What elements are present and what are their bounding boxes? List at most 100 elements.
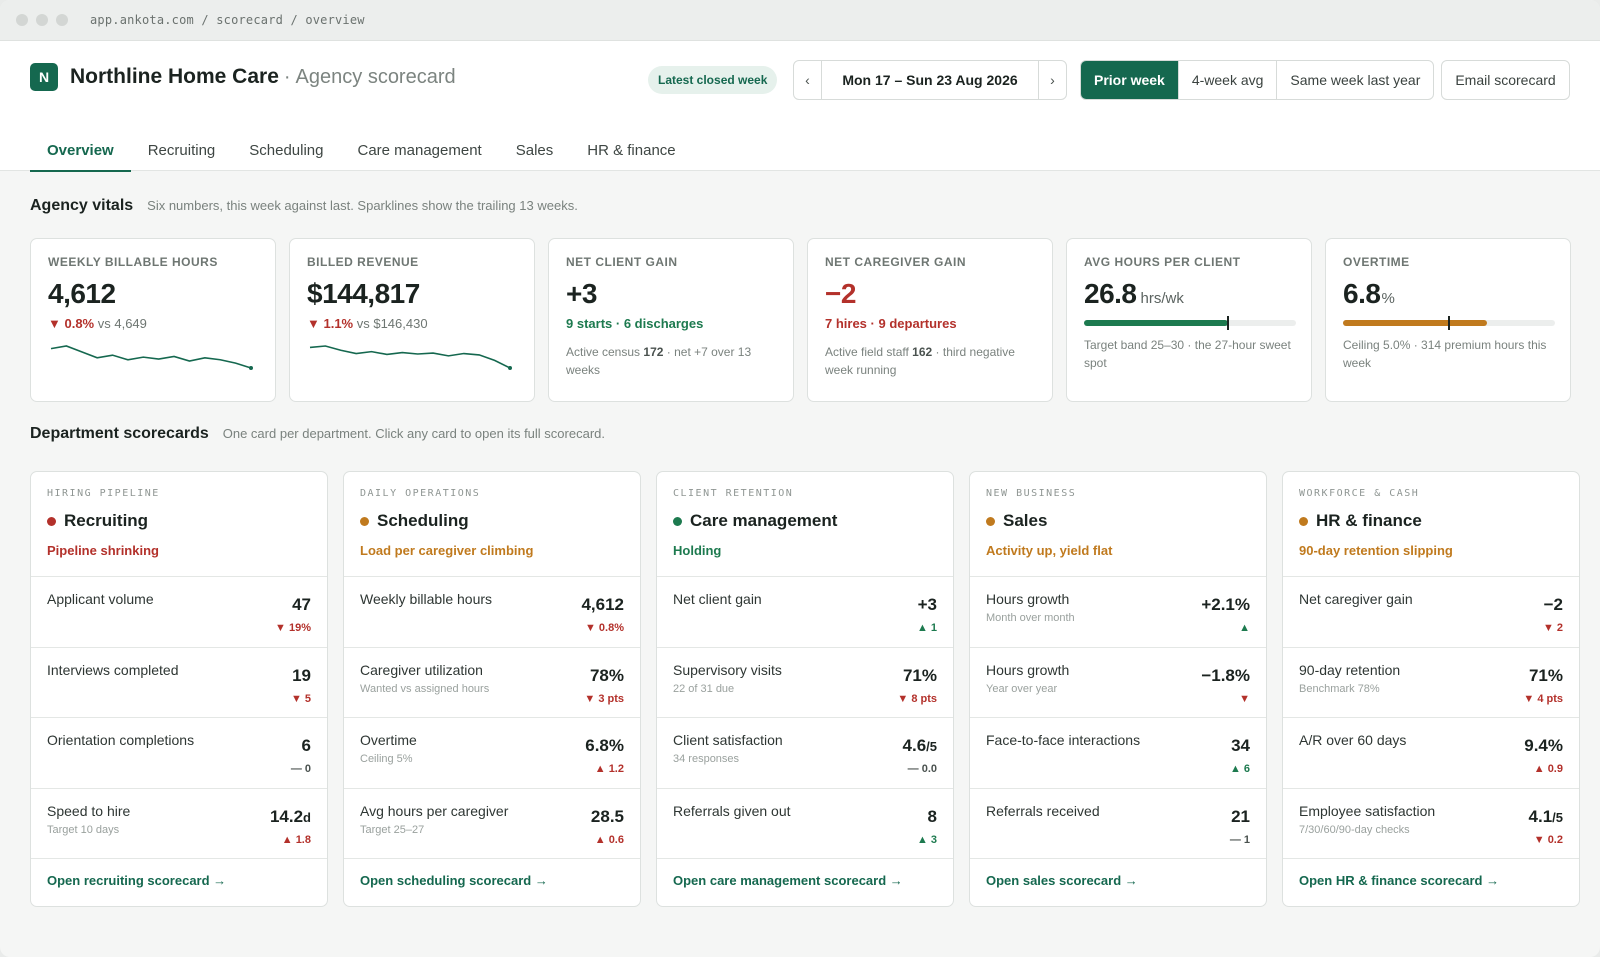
metric-delta: ▼ 8 pts bbox=[897, 692, 937, 705]
metric-value: +2.1% bbox=[1201, 595, 1250, 615]
metric-delta: ▲ bbox=[1239, 622, 1250, 634]
window-maximize-dot[interactable] bbox=[56, 14, 68, 26]
metric-row: Hours growth Year over year −1.8% ▼ bbox=[970, 648, 1266, 718]
metric-delta: — 0 bbox=[290, 763, 311, 775]
metric-label: Caregiver utilization bbox=[360, 661, 483, 678]
metric-sublabel: 7/30/60/90-day checks bbox=[1299, 823, 1410, 836]
vital-note: Active census 172 · net +7 over 13 weeks bbox=[566, 343, 776, 379]
metric-figures: 21 — 1 bbox=[1230, 803, 1250, 859]
window-close-dot[interactable] bbox=[16, 14, 28, 26]
tab-hr-finance[interactable]: HR & finance bbox=[587, 141, 676, 159]
vital-billed-revenue[interactable]: BILLED REVENUE $144,817 ▼ 1.1% vs $146,4… bbox=[289, 238, 535, 402]
tab-sales[interactable]: Sales bbox=[515, 141, 554, 159]
overtime-progress-bar bbox=[1343, 316, 1555, 330]
metric-delta: — 0.0 bbox=[907, 763, 937, 775]
window-minimize-dot[interactable] bbox=[36, 14, 48, 26]
value-number: 21 bbox=[1231, 806, 1250, 826]
open-scorecard-link[interactable]: Open scheduling scorecard → bbox=[360, 873, 548, 888]
dept-title: Care management bbox=[673, 511, 937, 531]
vital-value: −2 bbox=[825, 278, 856, 309]
metric-delta: ▼ 5 bbox=[290, 692, 311, 705]
value-suffix: /5 bbox=[1552, 809, 1563, 825]
value-number: 26.8 bbox=[1084, 278, 1137, 309]
open-scorecard-link[interactable]: Open sales scorecard → bbox=[986, 873, 1138, 888]
vital-overtime[interactable]: OVERTIME 6.8% Ceiling 5.0% · 314 premium… bbox=[1325, 238, 1571, 402]
sparkline-endpoint bbox=[249, 366, 253, 370]
metric-info: Weekly billable hours bbox=[360, 591, 492, 647]
metric-figures: −2 ▼ 2 bbox=[1543, 591, 1563, 647]
tab-scheduling[interactable]: Scheduling bbox=[249, 141, 324, 159]
metric-row: Employee satisfaction 7/30/60/90-day chec… bbox=[1283, 789, 1579, 859]
metric-delta: ▼ 4 pts bbox=[1523, 692, 1563, 705]
note-text: · third negative week running bbox=[825, 345, 1015, 377]
value-number: 71% bbox=[1528, 665, 1563, 685]
tab-overview[interactable]: Overview bbox=[30, 129, 131, 172]
metric-label: Employee satisfaction bbox=[1299, 802, 1436, 819]
value-number: 4.6 bbox=[902, 736, 927, 755]
metric-value: 6.8% bbox=[585, 736, 624, 756]
metric-label: Net client gain bbox=[673, 591, 762, 607]
dept-name: Recruiting bbox=[64, 511, 149, 530]
dept-card-scheduling[interactable]: DAILY OPERATIONS Scheduling Load per careg… bbox=[343, 471, 641, 907]
dept-description: One card per department. Click any card … bbox=[222, 426, 605, 441]
metric-label: Avg hours per caregiver bbox=[360, 802, 509, 819]
status-dot-icon bbox=[673, 516, 682, 526]
compare-option-2[interactable]: Same week last year bbox=[1276, 61, 1433, 99]
week-picker: ‹ Mon 17 – Sun 23 Aug 2026 › bbox=[793, 60, 1067, 100]
metric-figures: 6.8% ▲ 1.2 bbox=[585, 732, 624, 788]
value-number: −1.8% bbox=[1201, 665, 1250, 685]
metric-row: Avg hours per caregiver Target 25–27 28.5 ▲… bbox=[344, 789, 640, 859]
vital-net-client-gain[interactable]: NET CLIENT GAIN +3 9 starts · 6 discharg… bbox=[548, 238, 794, 402]
metric-row: Interviews completed 19 ▼ 5 bbox=[31, 648, 327, 718]
vital-avg-hours-per-client[interactable]: AVG HOURS PER CLIENT 26.8 hrs/wk Target b… bbox=[1066, 238, 1312, 402]
vital-value: +3 bbox=[566, 278, 597, 309]
metric-value: −1.8% bbox=[1201, 666, 1250, 686]
browser-chrome: app.ankota.com / scorecard / overview bbox=[0, 0, 1600, 41]
metric-value: 47 bbox=[275, 595, 311, 615]
metric-figures: 47 ▼ 19% bbox=[275, 591, 311, 647]
main-tabs: Overview Recruiting Scheduling Care managem… bbox=[30, 129, 693, 172]
metric-info: Caregiver utilization Wanted vs assigned … bbox=[360, 662, 489, 718]
tab-recruiting[interactable]: Recruiting bbox=[147, 141, 216, 159]
tab-care-management[interactable]: Care management bbox=[357, 141, 482, 159]
metric-row: Caregiver utilization Wanted vs assigned … bbox=[344, 648, 640, 718]
vital-billable-hours[interactable]: WEEKLY BILLABLE HOURS 4,612 ▼ 0.8% vs 4,… bbox=[30, 238, 276, 402]
revenue-sparkline bbox=[309, 345, 512, 370]
week-range[interactable]: Mon 17 – Sun 23 Aug 2026 bbox=[842, 72, 1018, 88]
metric-figures: 28.5 ▲ 0.6 bbox=[591, 803, 624, 859]
compare-option-0[interactable]: Prior week bbox=[1081, 61, 1178, 99]
metric-figures: 8 ▲ 3 bbox=[917, 803, 937, 859]
client-starts: 9 starts bbox=[566, 316, 613, 331]
metric-delta: ▲ 3 bbox=[916, 833, 937, 846]
metric-sublabel: Wanted vs assigned hours bbox=[360, 682, 490, 695]
metric-label: Referrals received bbox=[986, 802, 1100, 819]
metric-info: Applicant volume bbox=[47, 591, 154, 647]
compare-option-1[interactable]: 4-week avg bbox=[1177, 61, 1277, 99]
metric-row: Applicant volume 47 ▼ 19% bbox=[31, 577, 327, 648]
open-scorecard-link[interactable]: Open care management scorecard → bbox=[673, 873, 903, 888]
brand-logo: N bbox=[30, 63, 58, 91]
metric-info: Supervisory visits 22 of 31 due bbox=[673, 662, 782, 718]
open-scorecard-link[interactable]: Open recruiting scorecard → bbox=[47, 873, 227, 888]
address-bar[interactable]: app.ankota.com / scorecard / overview bbox=[90, 13, 365, 27]
open-scorecard-link[interactable]: Open HR & finance scorecard → bbox=[1299, 873, 1500, 888]
metric-delta: ▼ 2 bbox=[1542, 622, 1563, 634]
metric-row: Net client gain +3 ▲ 1 bbox=[657, 577, 953, 648]
next-week-chevron-right-icon[interactable]: › bbox=[1038, 61, 1066, 99]
dept-name: Scheduling bbox=[377, 511, 469, 530]
vital-net-caregiver-gain[interactable]: NET CAREGIVER GAIN −2 7 hires · 9 depart… bbox=[807, 238, 1053, 402]
dept-card-sales[interactable]: NEW BUSINESS Sales Activity up, yield flat… bbox=[969, 471, 1267, 907]
value-number: 8 bbox=[927, 806, 937, 826]
department-cards: HIRING PIPELINE Recruiting Pipeline shrink… bbox=[30, 471, 1580, 907]
dept-card-header: HIRING PIPELINE Recruiting Pipeline shrink… bbox=[31, 472, 327, 577]
email-scorecard-button[interactable]: Email scorecard bbox=[1441, 60, 1570, 100]
dept-card-recruiting[interactable]: HIRING PIPELINE Recruiting Pipeline shrink… bbox=[30, 471, 328, 907]
dept-card-header: WORKFORCE & CASH HR & finance 90-day reten… bbox=[1283, 472, 1579, 577]
dept-card-hr-finance[interactable]: WORKFORCE & CASH HR & finance 90-day reten… bbox=[1282, 471, 1580, 907]
metric-row: Supervisory visits 22 of 31 due 71% ▼ 8 pts bbox=[657, 648, 953, 718]
metric-figures: 4,612 ▼ 0.8% bbox=[581, 591, 624, 647]
metric-figures: 4.1/5 ▼ 0.2 bbox=[1529, 803, 1563, 859]
vital-label: NET CLIENT GAIN bbox=[566, 255, 678, 269]
dept-card-care-management[interactable]: CLIENT RETENTION Care management Holding Ne… bbox=[656, 471, 954, 907]
prev-week-chevron-left-icon[interactable]: ‹ bbox=[794, 61, 822, 99]
